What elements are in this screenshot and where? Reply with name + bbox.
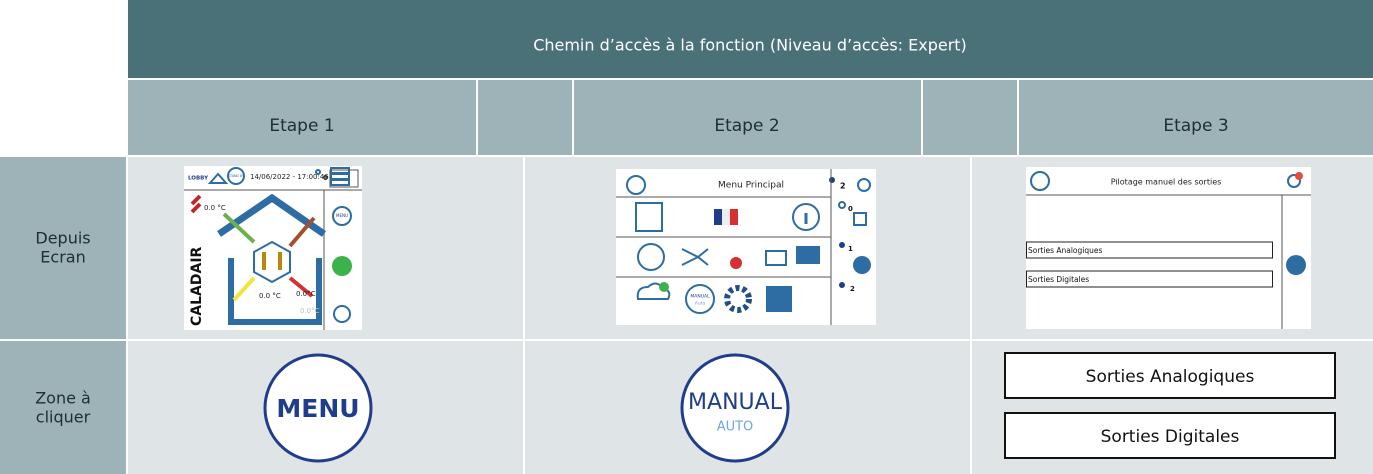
stack-icon — [330, 179, 350, 186]
temperature: 0.0 °C — [204, 204, 226, 212]
button-circle — [263, 353, 373, 463]
logo — [190, 194, 202, 214]
flag — [714, 209, 722, 225]
temperature: 0.0 °C — [259, 292, 281, 300]
manual-button[interactable]: MANUAL AUTO — [680, 353, 790, 463]
flag — [722, 209, 730, 225]
clock-icon — [637, 243, 665, 271]
flow-arrow — [288, 216, 316, 248]
person-icon — [315, 169, 321, 175]
screen-home: LOBBY STAND BY 14/06/2022 - 17:00:46 0 C… — [184, 166, 362, 330]
walls — [228, 258, 322, 325]
menu-button[interactable]: MENU — [263, 353, 373, 463]
screen-menu: Menu Principal 2 MANUAL Auto 0 1 2 — [616, 169, 876, 325]
option-label: Sorties Analogiques — [1028, 246, 1102, 255]
exchanger — [253, 240, 291, 284]
save-icon — [766, 286, 792, 312]
swap-button — [853, 256, 871, 274]
door-icon — [765, 250, 787, 266]
step-label: Etape 2 — [714, 116, 779, 136]
steps-row: Etape 1 Etape 2 Etape 3 — [128, 80, 1373, 155]
bell-icon — [1287, 174, 1301, 188]
button-label: MENU — [276, 394, 359, 423]
count: 0 — [848, 205, 853, 213]
button-label: MANUAL — [688, 390, 783, 415]
down-button — [333, 305, 351, 323]
power-button — [332, 256, 352, 276]
header-bar — [128, 0, 1373, 78]
step-cell — [1019, 80, 1373, 155]
row-label: Depuis Ecran — [35, 228, 90, 266]
bell-button — [329, 169, 359, 188]
step-label: Etape 3 — [1163, 116, 1228, 136]
house-icon — [207, 172, 229, 184]
step-label: Etape 1 — [269, 116, 334, 136]
button-sublabel: AUTO — [717, 420, 754, 435]
bell-icon — [857, 178, 871, 192]
button-circle — [680, 353, 790, 463]
count: 2 — [850, 285, 855, 293]
screen-title: Menu Principal — [718, 181, 784, 191]
brand: CALADAIR — [189, 246, 205, 326]
person-icon — [838, 201, 846, 209]
flow-arrow — [288, 276, 314, 298]
person-icon — [839, 242, 845, 248]
cloud-dot — [659, 282, 669, 292]
alarm-dot — [1295, 172, 1303, 180]
flag — [730, 209, 738, 225]
roof — [217, 193, 326, 237]
button-label: Sorties Digitales — [1101, 427, 1240, 447]
mode: STAND BY — [228, 174, 245, 178]
button-label: Sorties Analogiques — [1086, 367, 1255, 387]
option-label: Sorties Digitales — [1028, 275, 1089, 284]
step-gap — [478, 80, 572, 155]
standby-icon — [227, 167, 245, 185]
option-box — [1026, 241, 1273, 259]
screen-icon — [796, 246, 820, 264]
temperature: 0.0°C — [296, 290, 316, 298]
option-button[interactable]: Sorties Digitales — [1004, 412, 1336, 459]
header-title: Chemin d’accès à la fonction (Niveau d’a… — [533, 36, 967, 55]
row-label: Zone à cliquer — [35, 388, 91, 426]
count: 1 — [848, 245, 853, 253]
fan-icon — [681, 248, 709, 266]
count: 2 — [840, 182, 846, 191]
menu-button — [332, 206, 352, 226]
manual-icon — [685, 284, 715, 314]
info-icon — [792, 203, 820, 231]
back-button — [1030, 171, 1050, 191]
step-cell — [128, 80, 476, 155]
row-label-cell — [0, 157, 126, 339]
screen-title: Pilotage manuel des sorties — [1111, 178, 1222, 187]
datetime: 14/06/2022 - 17:00:46 — [250, 173, 329, 181]
flow-arrow — [232, 276, 256, 302]
flow-arrow — [222, 212, 256, 244]
option-button[interactable]: Sorties Analogiques — [1004, 352, 1336, 399]
occupants: 0 — [323, 174, 328, 182]
number-icon — [635, 202, 663, 232]
screen-outputs: Pilotage manuel des sorties Sorties Anal… — [1026, 167, 1311, 329]
menu-label: MENU — [336, 213, 348, 218]
lock-icon — [853, 212, 867, 226]
thermometer-icon — [730, 257, 742, 269]
button-box — [1004, 412, 1336, 459]
cloud-icon — [636, 282, 671, 300]
back-button — [626, 175, 646, 195]
gear-icon — [724, 285, 752, 313]
option-box — [1026, 270, 1273, 288]
step-gap — [923, 80, 1017, 155]
person-icon — [829, 177, 835, 183]
button-box — [1004, 352, 1336, 399]
exchanger-core — [262, 252, 282, 270]
step-cell — [574, 80, 921, 155]
temperature: 0.0°C — [300, 307, 320, 315]
person-icon — [839, 282, 845, 288]
auto-text: Auto — [695, 301, 706, 307]
row-label-cell — [0, 341, 126, 474]
manual-text: MANUAL — [690, 294, 710, 300]
swap-button — [1286, 255, 1306, 275]
location: LOBBY — [188, 176, 209, 182]
